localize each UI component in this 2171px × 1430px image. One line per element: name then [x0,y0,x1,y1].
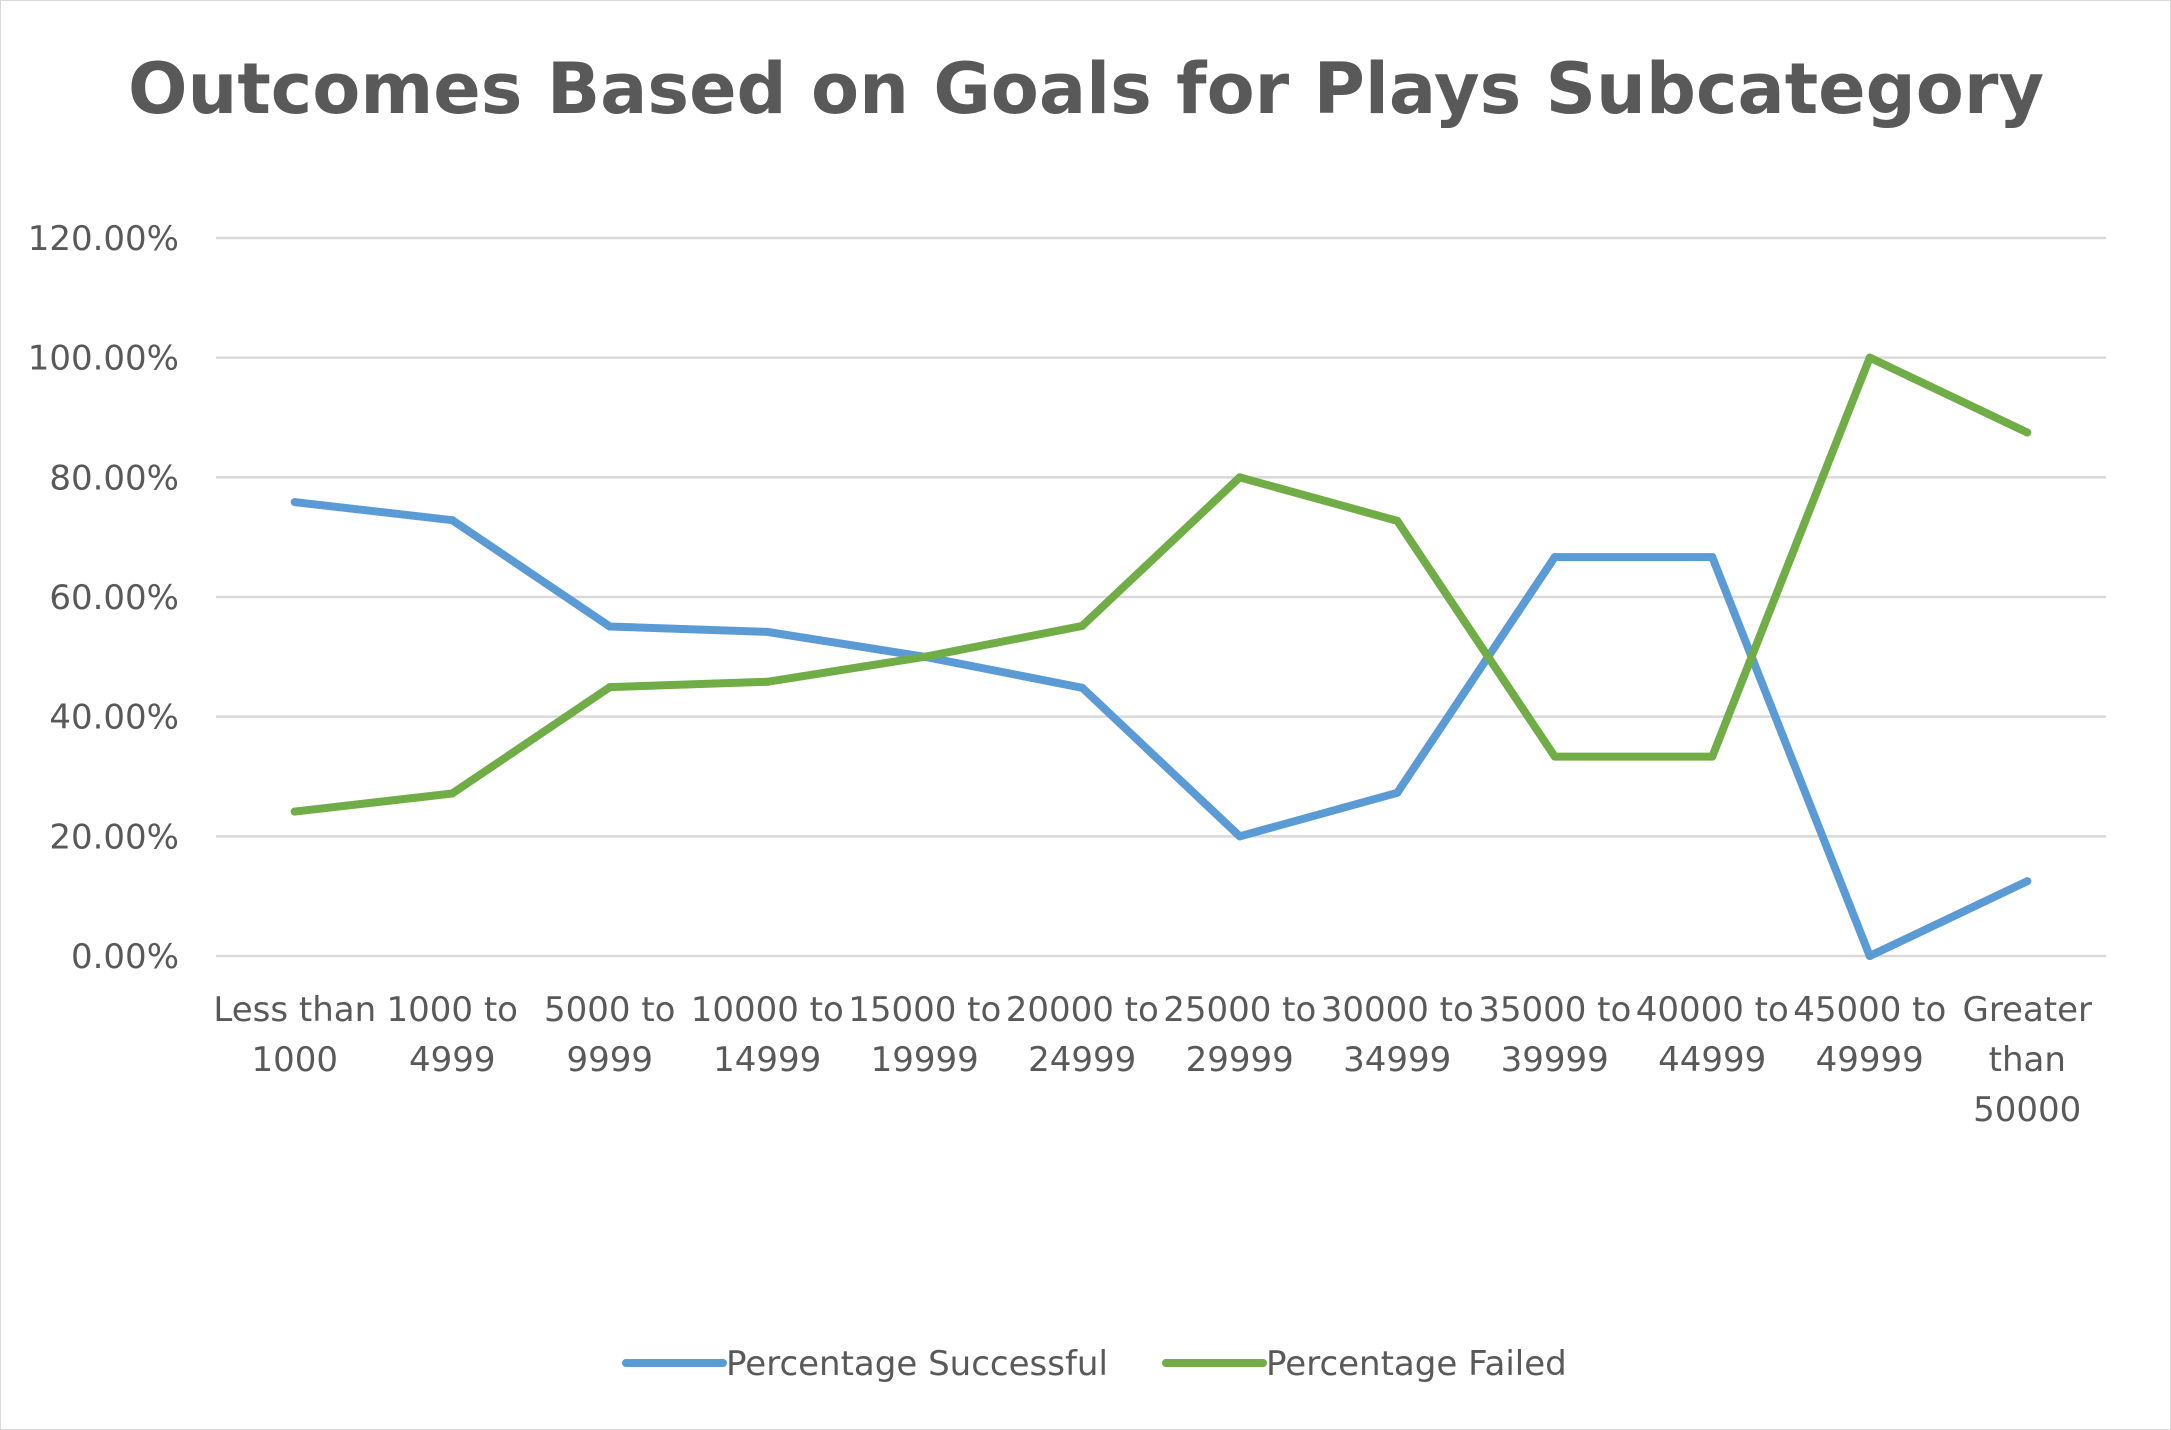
data-point [290,807,299,816]
x-tick-label: 35000 to 39999 [1478,990,1631,1080]
x-tick-label-line: 44999 [1658,1040,1766,1080]
x-tick-label: 45000 to 49999 [1793,990,1946,1080]
data-point [605,683,614,692]
x-tick-label: 20000 to 24999 [1006,990,1159,1080]
y-tick-label: 60.00% [49,578,179,618]
data-point [1393,516,1402,525]
x-tick-label: 15000 to 19999 [848,990,1001,1080]
x-tick-label-line: 39999 [1501,1040,1609,1080]
data-point [1393,788,1402,797]
x-tick-label: 10000 to 14999 [691,990,844,1080]
x-tick-label-line: 1000 to [387,990,518,1030]
x-tick-label: 5000 to 9999 [544,990,675,1080]
x-tick-label-line: 1000 [251,1040,338,1080]
data-point [448,789,457,798]
legend-label: Percentage Successful [726,1344,1108,1384]
series-lines [290,353,2032,960]
x-tick-label-line: 35000 to [1478,990,1631,1030]
x-tick-label-line: 49999 [1816,1040,1924,1080]
x-tick-label: 40000 to 44999 [1636,990,1789,1080]
data-point [1078,683,1087,692]
data-point [763,627,772,636]
data-point [763,677,772,686]
x-tick-label: 25000 to 29999 [1163,990,1316,1080]
x-tick-label-line: 29999 [1186,1040,1294,1080]
x-tick-label-line: than [1989,1040,2066,1080]
x-tick-label: Less than 1000 [213,990,376,1080]
y-tick-label: 80.00% [49,458,179,498]
x-tick-label-line: 9999 [566,1040,653,1080]
x-tick-label-line: 45000 to [1793,990,1946,1030]
x-axis-tick-labels: Less than 1000 1000 to 4999 5000 to 9999 10000… [213,990,2092,1130]
data-point [1550,553,1559,562]
legend-label: Percentage Failed [1266,1344,1567,1384]
data-point [1708,553,1717,562]
x-tick-label-line: Greater [1962,990,2092,1030]
data-point [1550,752,1559,761]
gridlines [216,236,2106,958]
x-tick-label-line: 10000 to [691,990,844,1030]
x-tick-label-line: 15000 to [848,990,1001,1030]
data-point [290,498,299,507]
data-point [2023,877,2032,886]
series-line-successful [290,498,2032,960]
data-point [448,516,457,525]
x-tick-label-line: 24999 [1028,1040,1136,1080]
x-tick-label: 30000 to 34999 [1321,990,1474,1080]
y-tick-label: 100.00% [28,339,179,379]
y-tick-label: 0.00% [71,937,179,977]
series-line-failed [290,353,2032,816]
y-tick-label: 20.00% [49,817,179,857]
data-point [2023,428,2032,437]
x-tick-label-line: 30000 to [1321,990,1474,1030]
x-tick-label-line: 5000 to [544,990,675,1030]
y-tick-label: 120.00% [28,219,179,259]
data-point [605,622,614,631]
x-tick-label-line: 25000 to [1163,990,1316,1030]
x-tick-label-line: 34999 [1343,1040,1451,1080]
x-tick-label: 1000 to 4999 [387,990,518,1080]
data-point [1708,752,1717,761]
data-point [1235,832,1244,841]
x-tick-label-line: 40000 to [1636,990,1789,1030]
x-tick-label: Greater than 50000 [1962,990,2092,1130]
data-point [1235,473,1244,482]
chart-title: Outcomes Based on Goals for Plays Subcat… [128,48,2044,130]
x-tick-label-line: Less than [213,990,376,1030]
data-point [1865,353,1874,362]
data-point [920,652,929,661]
x-tick-label-line: 4999 [409,1040,496,1080]
x-tick-label-line: 14999 [713,1040,821,1080]
y-tick-label: 40.00% [49,698,179,738]
x-tick-label-line: 19999 [871,1040,979,1080]
data-point [1078,621,1087,630]
data-point [1865,952,1874,960]
x-tick-label-line: 20000 to [1006,990,1159,1030]
y-axis-tick-labels: 0.00% 20.00% 40.00% 60.00% 80.00% 100.00% 120.… [28,219,179,977]
x-tick-label-line: 50000 [1973,1090,2081,1130]
legend: Percentage Successful Percentage Failed [622,1344,1567,1384]
